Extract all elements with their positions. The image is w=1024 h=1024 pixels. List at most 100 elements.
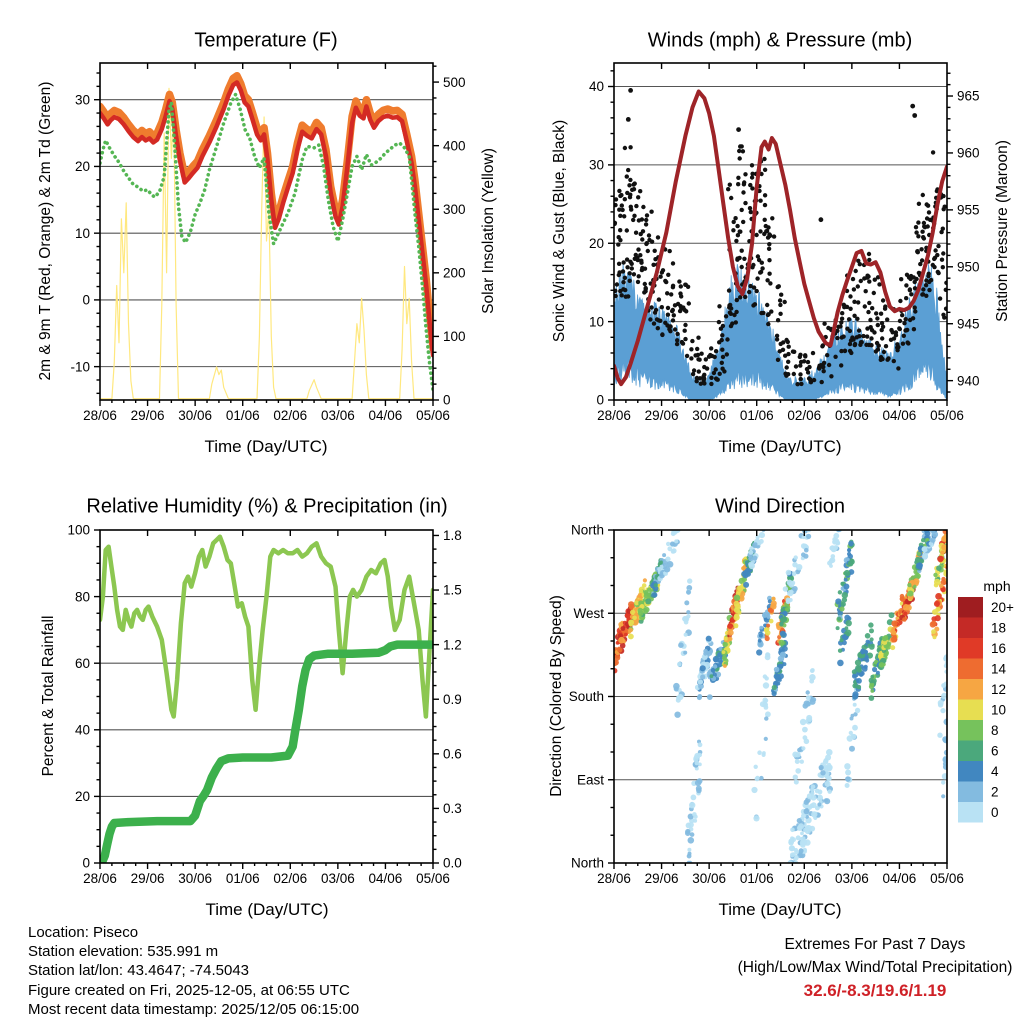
x-tick-label: 30/06: [692, 871, 726, 886]
colorbar-label: 10: [991, 702, 1006, 717]
plot-area: [100, 534, 433, 863]
wind-dir-dot: [820, 770, 826, 776]
wind-dir-dot: [785, 607, 790, 612]
wind-dir-dot: [847, 551, 852, 557]
gust-dot: [713, 367, 718, 372]
gust-dot: [803, 354, 808, 359]
gust-dot: [716, 319, 722, 325]
wind-dir-dot: [885, 643, 892, 650]
gust-dot: [727, 182, 732, 187]
wind-dir-dot: [805, 690, 810, 695]
gust-dot: [748, 283, 753, 289]
gust-dot: [775, 357, 781, 362]
wind-dir-dot: [683, 619, 689, 625]
colorbar-cell: [958, 781, 983, 802]
wind-dir-dot: [865, 639, 870, 644]
wind-dir-dot: [745, 571, 751, 577]
gust-dot: [635, 279, 641, 285]
gust-dot: [864, 342, 869, 347]
wind-dir-dot: [847, 548, 852, 553]
gust-dot: [790, 349, 796, 354]
wind-dir-dot: [856, 678, 862, 684]
wind-dir-dot: [762, 702, 769, 708]
colorbar-label: 16: [991, 641, 1006, 656]
gust-dot: [762, 202, 768, 208]
wind-dir-dot: [758, 532, 766, 539]
gust-dot: [719, 360, 724, 365]
gust-dot: [618, 228, 623, 233]
wind-dir-dot: [779, 651, 787, 658]
gust-dot: [839, 316, 845, 321]
gust-dot: [869, 336, 874, 341]
wind-dir-dot: [801, 813, 807, 819]
wind-dir-dot: [665, 556, 671, 562]
wind-dir-dot: [683, 650, 688, 655]
gust-dot: [743, 294, 748, 300]
gust-dot: [939, 229, 944, 235]
wind-dir-dot: [785, 569, 792, 576]
gust-dot: [771, 234, 777, 239]
wind-dir-dot: [826, 749, 833, 756]
gust-dot: [822, 321, 827, 326]
station-elevation: Station elevation: 535.991 m: [28, 943, 219, 961]
temperature-left-axis-label: 2m & 9m T (Red, Orange) & 2m Td (Green): [37, 81, 54, 381]
gust-dot: [765, 278, 770, 283]
wind-dir-dot: [684, 600, 690, 606]
wind-dir-dot: [835, 626, 840, 631]
gust-dot: [826, 362, 832, 368]
y-tick-label: 940: [957, 373, 980, 388]
gust-dot: [625, 265, 630, 270]
gust-dot: [881, 349, 887, 355]
x-tick-label: 03/06: [321, 871, 355, 886]
wind-dir-dot: [852, 693, 859, 700]
gust-dot: [785, 339, 790, 345]
chart-0: 28/06 29/06 30/06 01/06 02/06 03/06 04/06 05/06…: [70, 62, 466, 423]
gust-dot: [627, 278, 632, 283]
wind-dir-dot: [937, 699, 944, 706]
gust-dot: [767, 242, 772, 247]
wind-dir-dot: [771, 691, 777, 697]
gust-dot: [743, 200, 748, 206]
gust-dot: [759, 310, 764, 316]
wind-dir-dot: [827, 789, 832, 794]
wind-dir-dot: [697, 742, 703, 748]
gust-dot: [682, 328, 687, 333]
gust-dot: [907, 287, 913, 292]
gust-dot: [941, 207, 946, 212]
x-tick-label: 29/06: [131, 871, 165, 886]
wind-dir-dot: [906, 586, 913, 592]
gust-dot: [798, 359, 804, 365]
gust-dot: [614, 197, 619, 202]
gust-dot: [777, 298, 783, 303]
wind-dir-dot: [810, 794, 817, 801]
gust-dot: [774, 337, 780, 342]
wind-dir-dot: [794, 759, 800, 764]
gust-dot: [738, 295, 743, 300]
gust-dot: [920, 229, 925, 234]
gust-dot: [852, 341, 858, 347]
gust-dot: [678, 284, 683, 289]
wind-dir-dot: [811, 811, 818, 818]
gust-dot: [741, 182, 747, 187]
gust-dot: [639, 260, 644, 265]
wind-dir-dot: [809, 674, 816, 681]
gust-dot: [720, 347, 725, 352]
wind-dir-dot: [618, 636, 625, 644]
y-tick-label: 40: [75, 723, 90, 738]
wind-dir-dot: [851, 669, 857, 675]
gust-dot: [670, 285, 676, 290]
gust-dot: [665, 291, 670, 296]
gust-dot: [835, 335, 840, 341]
plot-area: [100, 71, 433, 400]
wind-dir-dot: [935, 593, 942, 600]
gust-dot: [766, 246, 772, 251]
gust-dot: [631, 187, 637, 192]
wind-dir-dot: [817, 802, 822, 807]
wind-dir-dot: [799, 718, 807, 726]
recent-timestamp: Most recent data timestamp: 2025/12/05 0…: [28, 1000, 360, 1018]
gust-dot: [838, 324, 843, 329]
gust-dot: [765, 302, 770, 308]
wind-dir-dot: [755, 535, 760, 540]
wind-dir-dot: [907, 582, 912, 588]
gust-dot: [870, 306, 875, 311]
